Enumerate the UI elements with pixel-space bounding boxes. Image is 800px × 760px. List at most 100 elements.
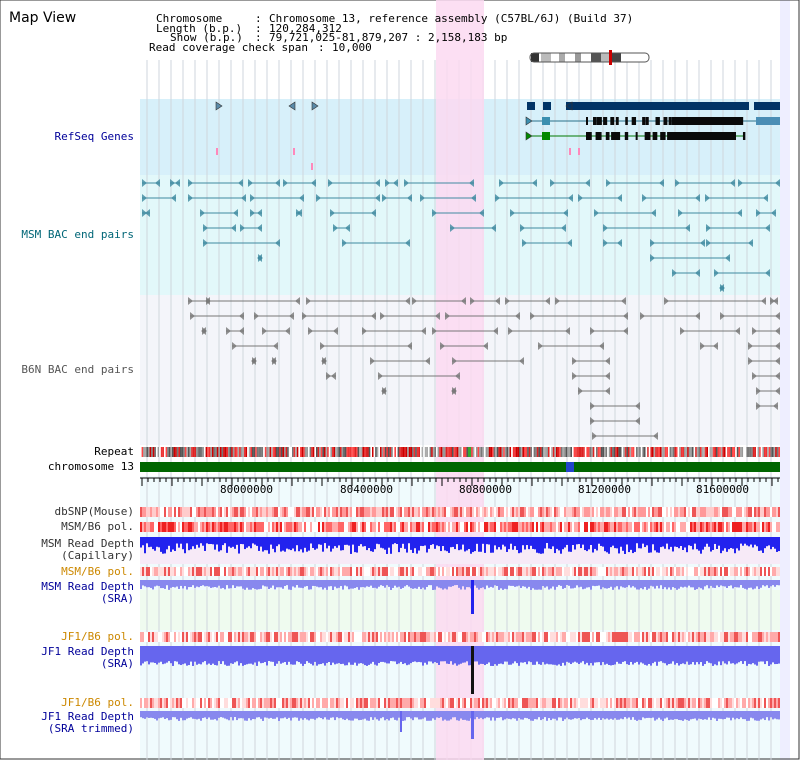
jf1-b6-pol-cell — [534, 632, 536, 642]
track-label-repeat[interactable]: Repeat — [94, 445, 134, 458]
msm-depth-sra-bar — [304, 580, 306, 587]
jf1-depth-sra-bar — [376, 646, 378, 666]
jf1-depth-sra-bar — [342, 646, 344, 664]
jf1-depth-trim-bar — [552, 711, 554, 719]
b6n-bac-end — [455, 372, 460, 380]
jf1-b6-pol-cell — [376, 698, 378, 708]
scroll-gutter — [790, 0, 800, 760]
msm-b6-pol-cell — [622, 522, 624, 532]
msm-depth-sra-bar — [614, 580, 616, 588]
msm-b6-pol-cell — [340, 567, 342, 576]
dbsnp-density-cell — [734, 507, 736, 517]
repeat-element — [490, 447, 492, 457]
msm-depth-cap-bar — [476, 537, 478, 544]
track-label-chromosome[interactable]: chromosome 13 — [47, 460, 134, 473]
msm-depth-cap-bar — [448, 537, 450, 553]
jf1-b6-pol-cell — [686, 632, 688, 642]
jf1-b6-pol-cell — [496, 632, 498, 642]
msm-depth-sra-bar — [716, 580, 718, 586]
jf1-b6-pol-cell — [674, 698, 676, 708]
jf1-depth-sra-bar — [524, 646, 526, 663]
dbsnp-density-cell — [384, 507, 386, 517]
jf1-depth-sra-bar — [214, 646, 216, 666]
msm-b6-pol-cell — [526, 522, 528, 532]
track-label-msm-depth-sra[interactable]: MSM Read Depth (SRA) — [41, 580, 134, 605]
track-label-jf1-depth-trimmed[interactable]: JF1 Read Depth (SRA trimmed) — [41, 710, 134, 735]
msm-depth-cap-bar — [398, 537, 400, 553]
msm-depth-cap-bar — [740, 537, 742, 544]
jf1-depth-trim-bar — [290, 711, 292, 721]
msm-depth-cap-bar — [258, 537, 260, 551]
track-label-jf1-b6-pol[interactable]: JF1/B6 pol. — [61, 630, 134, 643]
msm-depth-sra-bar — [530, 580, 532, 590]
dbsnp-density-cell — [662, 507, 664, 517]
jf1-depth-trim-bar — [236, 711, 238, 721]
jf1-depth-sra-bar — [360, 646, 362, 664]
jf1-depth-trim-bar — [436, 711, 438, 718]
jf1-b6-pol-cell — [438, 698, 440, 708]
track-label-msm-bac[interactable]: MSM BAC end pairs — [21, 228, 134, 241]
jf1-depth-trim-bar — [444, 711, 446, 720]
jf1-depth-sra-bar — [260, 646, 262, 664]
jf1-b6-pol-cell — [292, 698, 294, 708]
track-label-b6n-bac[interactable]: B6N BAC end pairs — [21, 363, 134, 376]
msm-b6-pol-cell — [402, 567, 404, 576]
jf1-depth-sra-bar — [154, 646, 156, 663]
jf1-b6-pol-cell — [186, 698, 188, 708]
jf1-depth-trim-bar — [482, 711, 484, 720]
msm-b6-pol-cell — [398, 522, 400, 532]
b6n-bac-end — [381, 387, 386, 395]
msm-depth-cap-bar — [600, 537, 602, 546]
jf1-depth-sra-bar — [324, 646, 326, 666]
b6n-bac-end — [452, 357, 457, 365]
repeat-element — [600, 447, 603, 457]
track-label-msm-b6-pol[interactable]: MSM/B6 pol. — [61, 520, 134, 533]
jf1-b6-pol-cell — [404, 632, 406, 642]
msm-b6-pol-cell — [422, 522, 424, 532]
track-label-dbsnp[interactable]: dbSNP(Mouse) — [54, 505, 134, 518]
msm-depth-cap-bar — [588, 537, 590, 550]
jf1-depth-trim-bar — [306, 711, 308, 720]
dbsnp-density-cell — [594, 507, 596, 517]
dbsnp-density-cell — [686, 507, 688, 517]
msm-b6-pol-cell — [240, 567, 242, 576]
ideogram-band — [541, 53, 551, 62]
track-label-refseq-genes[interactable]: RefSeq Genes — [54, 130, 134, 143]
b6n-bac-end — [572, 357, 577, 365]
dbsnp-density-cell — [576, 507, 578, 517]
msm-depth-cap-bar — [260, 537, 262, 547]
msm-bac-end — [563, 209, 568, 217]
msm-depth-cap-bar — [778, 537, 780, 552]
dbsnp-density-cell — [756, 507, 758, 517]
jf1-depth-trim-bar — [212, 711, 214, 720]
msm-depth-cap-bar — [702, 537, 704, 550]
jf1-depth-sra-bar — [158, 646, 160, 663]
track-label-jf1-depth-sra[interactable]: JF1 Read Depth (SRA) — [41, 645, 134, 670]
repeat-element — [413, 447, 416, 457]
repeat-element — [322, 447, 324, 457]
jf1-depth-sra-bar — [272, 646, 274, 662]
dbsnp-density-cell — [196, 507, 198, 517]
msm-b6-pol-cell — [722, 522, 724, 532]
msm-depth-sra-bar — [296, 580, 298, 586]
msm-b6-pol-cell — [338, 567, 340, 576]
track-label-jf1-b6-pol-2[interactable]: JF1/B6 pol. — [61, 696, 134, 709]
jf1-depth-trim-bar — [288, 711, 290, 718]
msm-bac-end — [375, 194, 380, 202]
dbsnp-density-cell — [578, 507, 580, 517]
msm-b6-pol-cell — [446, 522, 448, 532]
repeat-element — [356, 447, 358, 457]
msm-depth-cap-bar — [760, 537, 762, 551]
jf1-depth-trim-bar — [142, 711, 144, 719]
msm-bac-end — [200, 209, 205, 217]
msm-depth-cap-bar — [368, 537, 370, 549]
track-label-msm-depth-capillary[interactable]: MSM Read Depth (Capillary) — [41, 537, 134, 562]
dbsnp-density-cell — [438, 507, 440, 517]
msm-b6-pol-cell — [694, 522, 696, 532]
jf1-depth-trim-bar — [170, 711, 172, 720]
jf1-depth-sra-bar — [764, 646, 766, 665]
track-label-msm-b6-pol-2[interactable]: MSM/B6 pol. — [61, 565, 134, 578]
msm-b6-pol-cell — [146, 522, 148, 532]
dbsnp-density-cell — [600, 507, 602, 517]
